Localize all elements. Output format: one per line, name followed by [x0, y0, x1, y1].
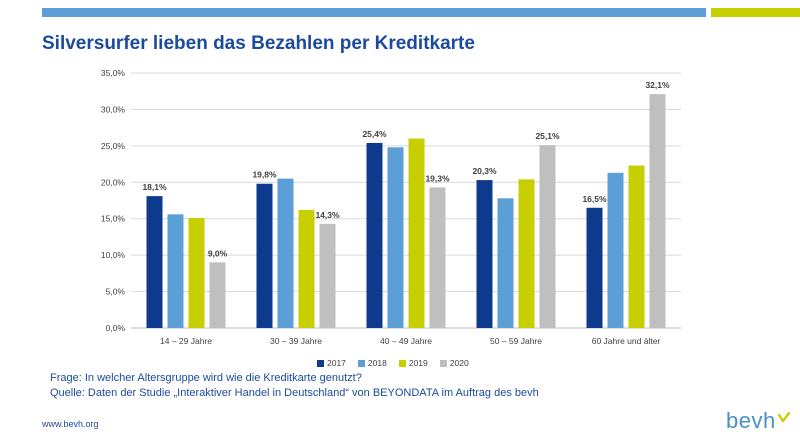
bar: [277, 178, 294, 328]
bar-value-label: 14,3%: [315, 210, 340, 220]
legend-label: 2017: [327, 358, 346, 368]
bar: [476, 180, 493, 328]
legend-label: 2018: [367, 358, 387, 368]
y-tick-label: 25,0%: [101, 141, 126, 151]
x-tick-label: 60 Jahre und älter: [592, 336, 661, 346]
bar: [167, 214, 184, 328]
x-tick-label: 40 – 49 Jahre: [380, 336, 432, 346]
legend-label: 2019: [408, 358, 428, 368]
bar-value-label: 19,3%: [425, 173, 450, 183]
x-tick-label: 50 – 59 Jahre: [490, 336, 542, 346]
legend-item: 2018: [357, 358, 387, 368]
logo-text: bevh: [726, 408, 776, 433]
legend-swatch: [317, 359, 324, 367]
page-title: Silversurfer lieben das Bezahlen per Kre…: [42, 33, 475, 54]
top-accent-bar-green: [711, 8, 800, 17]
legend-label: 2020: [449, 358, 469, 368]
bar: [518, 179, 535, 328]
y-tick-label: 35,0%: [101, 68, 126, 78]
bar-value-label: 9,0%: [208, 248, 228, 258]
bar: [209, 262, 226, 328]
bar: [429, 187, 446, 328]
bar-value-label: 18,1%: [142, 182, 167, 192]
bar: [366, 142, 383, 328]
y-tick-label: 30,0%: [101, 104, 126, 114]
bar-value-label: 20,3%: [472, 166, 497, 176]
chart-notes: Frage: In welcher Altersgruppe wird wie …: [50, 371, 539, 401]
legend-swatch: [439, 359, 447, 367]
y-tick-label: 0,0%: [106, 323, 126, 333]
y-tick-label: 10,0%: [101, 250, 126, 260]
bar: [298, 209, 315, 328]
top-accent-bar-blue: [42, 8, 706, 17]
question-text: Frage: In welcher Altersgruppe wird wie …: [50, 372, 362, 384]
y-tick-label: 20,0%: [101, 177, 126, 187]
footer-url: www.bevh.org: [42, 419, 99, 429]
x-tick-label: 30 – 39 Jahre: [270, 336, 322, 346]
bar: [628, 165, 645, 328]
source-text: Quelle: Daten der Studie „Interaktiver H…: [50, 387, 539, 399]
bar: [539, 145, 556, 328]
bar-value-label: 19,8%: [252, 170, 277, 180]
bar-value-label: 25,1%: [535, 131, 560, 141]
bar: [586, 207, 603, 328]
bar-value-label: 25,4%: [362, 129, 387, 139]
chart-legend: 2017 2018 2019 2020: [317, 358, 469, 368]
legend-item: 2017: [317, 358, 346, 368]
bar: [408, 138, 425, 328]
checkmark-icon: [777, 411, 790, 422]
bevh-logo: bevh: [726, 408, 790, 434]
legend-swatch: [398, 359, 406, 367]
bar: [319, 223, 336, 328]
legend-item: 2020: [439, 358, 469, 368]
y-tick-label: 5,0%: [106, 287, 126, 297]
x-tick-label: 14 – 29 Jahre: [160, 336, 212, 346]
bar: [649, 94, 666, 328]
bar: [497, 198, 514, 328]
bar: [607, 172, 624, 328]
y-tick-label: 15,0%: [101, 214, 126, 224]
bar: [256, 183, 273, 328]
bar-value-label: 16,5%: [582, 194, 607, 204]
bar: [387, 147, 404, 328]
bar-value-label: 32,1%: [645, 80, 670, 90]
bar: [188, 217, 205, 328]
legend-swatch: [357, 359, 365, 367]
bar: [146, 196, 163, 328]
legend-item: 2019: [398, 358, 428, 368]
